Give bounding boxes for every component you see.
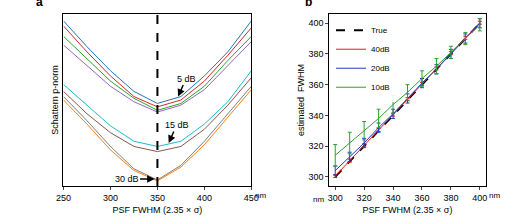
svg-text:20dB: 20dB (371, 64, 390, 73)
svg-text:380: 380 (309, 49, 324, 59)
svg-text:350: 350 (150, 193, 165, 203)
svg-text:360: 360 (414, 193, 429, 203)
svg-text:5 dB: 5 dB (177, 74, 196, 84)
svg-text:b: b (305, 0, 312, 9)
svg-text:Schattern p-norm: Schattern p-norm (50, 65, 60, 135)
svg-text:a: a (36, 0, 43, 9)
svg-text:10dB: 10dB (371, 83, 390, 92)
svg-text:estimated FWHM: estimated FWHM (296, 64, 306, 136)
svg-text:320: 320 (357, 193, 372, 203)
svg-text:nm: nm (489, 191, 500, 200)
svg-text:PSF FWHM (2.35 × σ): PSF FWHM (2.35 × σ) (363, 205, 453, 215)
svg-text:30 dB: 30 dB (115, 174, 139, 184)
svg-text:400: 400 (472, 193, 487, 203)
svg-text:320: 320 (309, 141, 324, 151)
svg-text:380: 380 (443, 193, 458, 203)
svg-text:15 dB: 15 dB (165, 120, 189, 130)
svg-text:nm: nm (313, 195, 324, 204)
svg-text:250: 250 (56, 193, 71, 203)
svg-text:340: 340 (309, 111, 324, 121)
svg-text:nm: nm (255, 191, 266, 200)
svg-text:400: 400 (197, 193, 212, 203)
svg-text:450: 450 (244, 193, 259, 203)
svg-text:340: 340 (386, 193, 401, 203)
svg-text:300: 300 (309, 172, 324, 182)
svg-text:40dB: 40dB (371, 45, 390, 54)
svg-text:PSF FWHM (2.35 × σ): PSF FWHM (2.35 × σ) (113, 205, 203, 215)
svg-text:True: True (371, 26, 388, 35)
svg-text:360: 360 (309, 80, 324, 90)
svg-text:300: 300 (103, 193, 118, 203)
svg-text:400: 400 (309, 18, 324, 28)
svg-text:300: 300 (328, 193, 343, 203)
